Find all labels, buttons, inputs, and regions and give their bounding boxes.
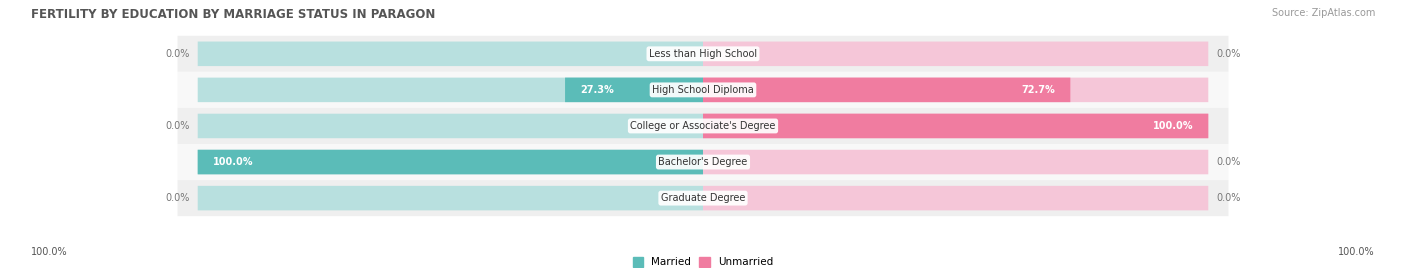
Text: 72.7%: 72.7% bbox=[1021, 85, 1054, 95]
FancyBboxPatch shape bbox=[703, 186, 1208, 210]
FancyBboxPatch shape bbox=[703, 42, 1208, 66]
FancyBboxPatch shape bbox=[703, 114, 1208, 138]
FancyBboxPatch shape bbox=[703, 78, 1070, 102]
FancyBboxPatch shape bbox=[703, 150, 1208, 174]
Text: High School Diploma: High School Diploma bbox=[652, 85, 754, 95]
Text: Bachelor's Degree: Bachelor's Degree bbox=[658, 157, 748, 167]
Text: Graduate Degree: Graduate Degree bbox=[661, 193, 745, 203]
Text: 100.0%: 100.0% bbox=[1153, 121, 1194, 131]
Text: FERTILITY BY EDUCATION BY MARRIAGE STATUS IN PARAGON: FERTILITY BY EDUCATION BY MARRIAGE STATU… bbox=[31, 8, 436, 21]
Text: 100.0%: 100.0% bbox=[212, 157, 253, 167]
FancyBboxPatch shape bbox=[198, 42, 703, 66]
FancyBboxPatch shape bbox=[177, 72, 1229, 108]
Text: Source: ZipAtlas.com: Source: ZipAtlas.com bbox=[1271, 8, 1375, 18]
Text: 0.0%: 0.0% bbox=[166, 193, 190, 203]
FancyBboxPatch shape bbox=[177, 108, 1229, 144]
FancyBboxPatch shape bbox=[198, 186, 703, 210]
FancyBboxPatch shape bbox=[565, 78, 703, 102]
FancyBboxPatch shape bbox=[177, 144, 1229, 180]
FancyBboxPatch shape bbox=[177, 36, 1229, 72]
Text: 0.0%: 0.0% bbox=[1216, 49, 1240, 59]
Text: 0.0%: 0.0% bbox=[166, 49, 190, 59]
Text: 0.0%: 0.0% bbox=[1216, 157, 1240, 167]
FancyBboxPatch shape bbox=[177, 180, 1229, 216]
Text: 0.0%: 0.0% bbox=[1216, 193, 1240, 203]
FancyBboxPatch shape bbox=[703, 78, 1208, 102]
FancyBboxPatch shape bbox=[198, 78, 703, 102]
Text: Less than High School: Less than High School bbox=[650, 49, 756, 59]
FancyBboxPatch shape bbox=[198, 150, 703, 174]
Text: 100.0%: 100.0% bbox=[1339, 247, 1375, 257]
Text: 27.3%: 27.3% bbox=[581, 85, 614, 95]
Text: College or Associate's Degree: College or Associate's Degree bbox=[630, 121, 776, 131]
Legend: Married, Unmarried: Married, Unmarried bbox=[633, 256, 773, 267]
FancyBboxPatch shape bbox=[703, 114, 1208, 138]
Text: 0.0%: 0.0% bbox=[166, 121, 190, 131]
FancyBboxPatch shape bbox=[198, 150, 703, 174]
Text: 100.0%: 100.0% bbox=[31, 247, 67, 257]
FancyBboxPatch shape bbox=[198, 114, 703, 138]
